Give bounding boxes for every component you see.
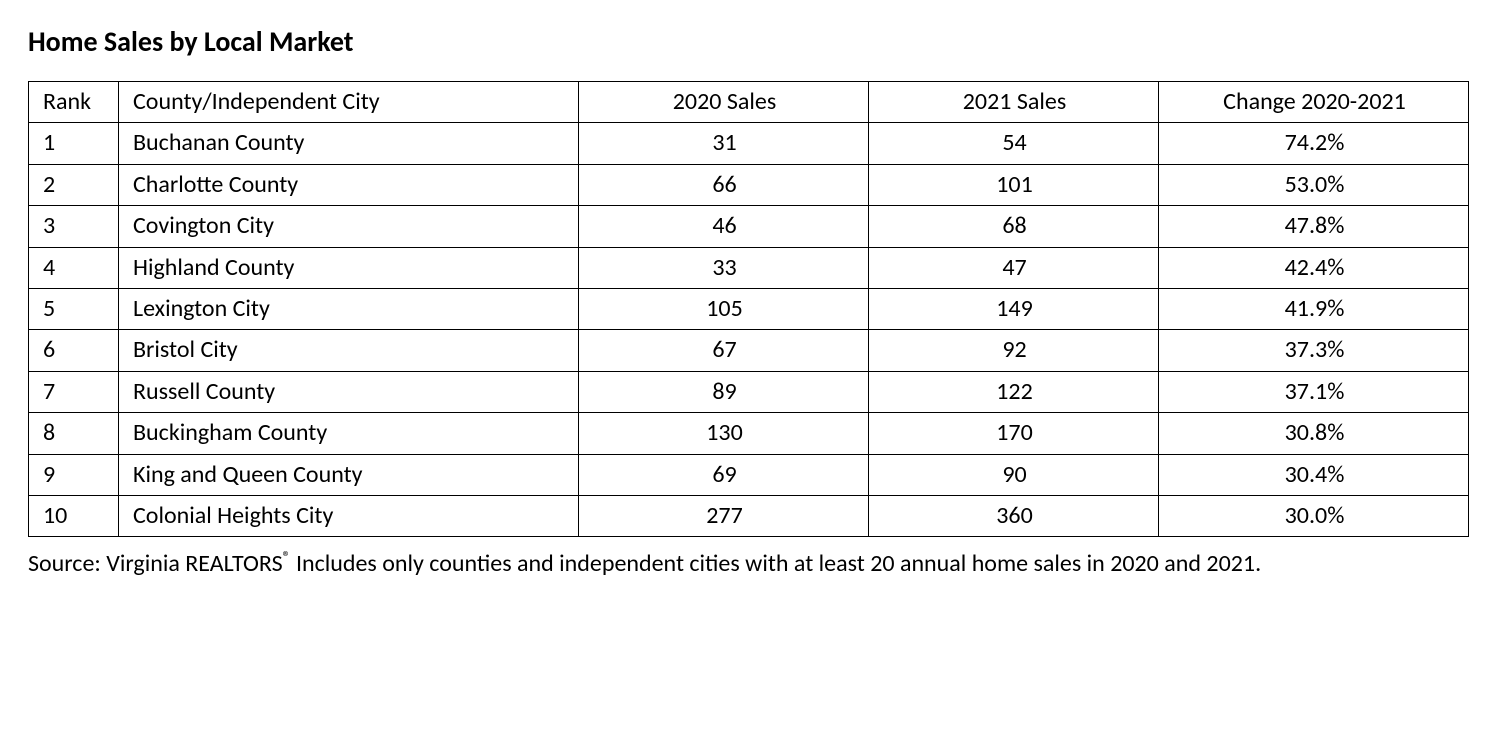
cell-2020: 33 [579,247,869,288]
cell-change: 53.0% [1159,164,1469,205]
cell-change: 37.3% [1159,330,1469,371]
cell-county: Russell County [119,371,579,412]
table-row: 2 Charlotte County 66 101 53.0% [29,164,1469,205]
table-body: 1 Buchanan County 31 54 74.2% 2 Charlott… [29,123,1469,537]
col-header-rank: Rank [29,82,119,123]
cell-2021: 149 [869,288,1159,329]
cell-2020: 130 [579,413,869,454]
cell-rank: 9 [29,454,119,495]
cell-rank: 6 [29,330,119,371]
cell-2021: 47 [869,247,1159,288]
cell-county: Covington City [119,206,579,247]
cell-county: Bristol City [119,330,579,371]
cell-2021: 54 [869,123,1159,164]
cell-rank: 3 [29,206,119,247]
cell-2020: 89 [579,371,869,412]
source-note: Source: Virginia REALTORS® Includes only… [28,547,1468,581]
source-prefix: Source: Virginia REALTORS [28,549,283,578]
cell-2021: 68 [869,206,1159,247]
table-row: 6 Bristol City 67 92 37.3% [29,330,1469,371]
cell-county: Buckingham County [119,413,579,454]
cell-2020: 66 [579,164,869,205]
cell-change: 30.8% [1159,413,1469,454]
cell-2021: 90 [869,454,1159,495]
cell-change: 42.4% [1159,247,1469,288]
table-row: 10 Colonial Heights City 277 360 30.0% [29,495,1469,536]
cell-2021: 360 [869,495,1159,536]
cell-change: 47.8% [1159,206,1469,247]
cell-change: 37.1% [1159,371,1469,412]
table-row: 3 Covington City 46 68 47.8% [29,206,1469,247]
col-header-2020: 2020 Sales [579,82,869,123]
cell-change: 30.4% [1159,454,1469,495]
cell-change: 41.9% [1159,288,1469,329]
cell-2021: 92 [869,330,1159,371]
cell-rank: 5 [29,288,119,329]
cell-rank: 1 [29,123,119,164]
col-header-change: Change 2020-2021 [1159,82,1469,123]
table-row: 5 Lexington City 105 149 41.9% [29,288,1469,329]
cell-county: King and Queen County [119,454,579,495]
col-header-county: County/Independent City [119,82,579,123]
cell-county: Highland County [119,247,579,288]
table-row: 4 Highland County 33 47 42.4% [29,247,1469,288]
cell-2020: 277 [579,495,869,536]
cell-change: 74.2% [1159,123,1469,164]
cell-rank: 7 [29,371,119,412]
registered-mark-icon: ® [283,548,291,567]
cell-2020: 46 [579,206,869,247]
cell-rank: 2 [29,164,119,205]
table-header-row: Rank County/Independent City 2020 Sales … [29,82,1469,123]
col-header-2021: 2021 Sales [869,82,1159,123]
table-row: 9 King and Queen County 69 90 30.4% [29,454,1469,495]
cell-2020: 69 [579,454,869,495]
cell-2020: 67 [579,330,869,371]
cell-2021: 101 [869,164,1159,205]
page-title: Home Sales by Local Market [28,24,1472,59]
cell-rank: 10 [29,495,119,536]
cell-2021: 170 [869,413,1159,454]
cell-county: Charlotte County [119,164,579,205]
cell-rank: 8 [29,413,119,454]
source-suffix: Includes only counties and independent c… [291,549,1262,578]
cell-2021: 122 [869,371,1159,412]
table-row: 8 Buckingham County 130 170 30.8% [29,413,1469,454]
cell-county: Buchanan County [119,123,579,164]
cell-county: Lexington City [119,288,579,329]
table-row: 7 Russell County 89 122 37.1% [29,371,1469,412]
cell-2020: 31 [579,123,869,164]
cell-county: Colonial Heights City [119,495,579,536]
table-row: 1 Buchanan County 31 54 74.2% [29,123,1469,164]
cell-2020: 105 [579,288,869,329]
cell-rank: 4 [29,247,119,288]
sales-table: Rank County/Independent City 2020 Sales … [28,81,1469,537]
cell-change: 30.0% [1159,495,1469,536]
